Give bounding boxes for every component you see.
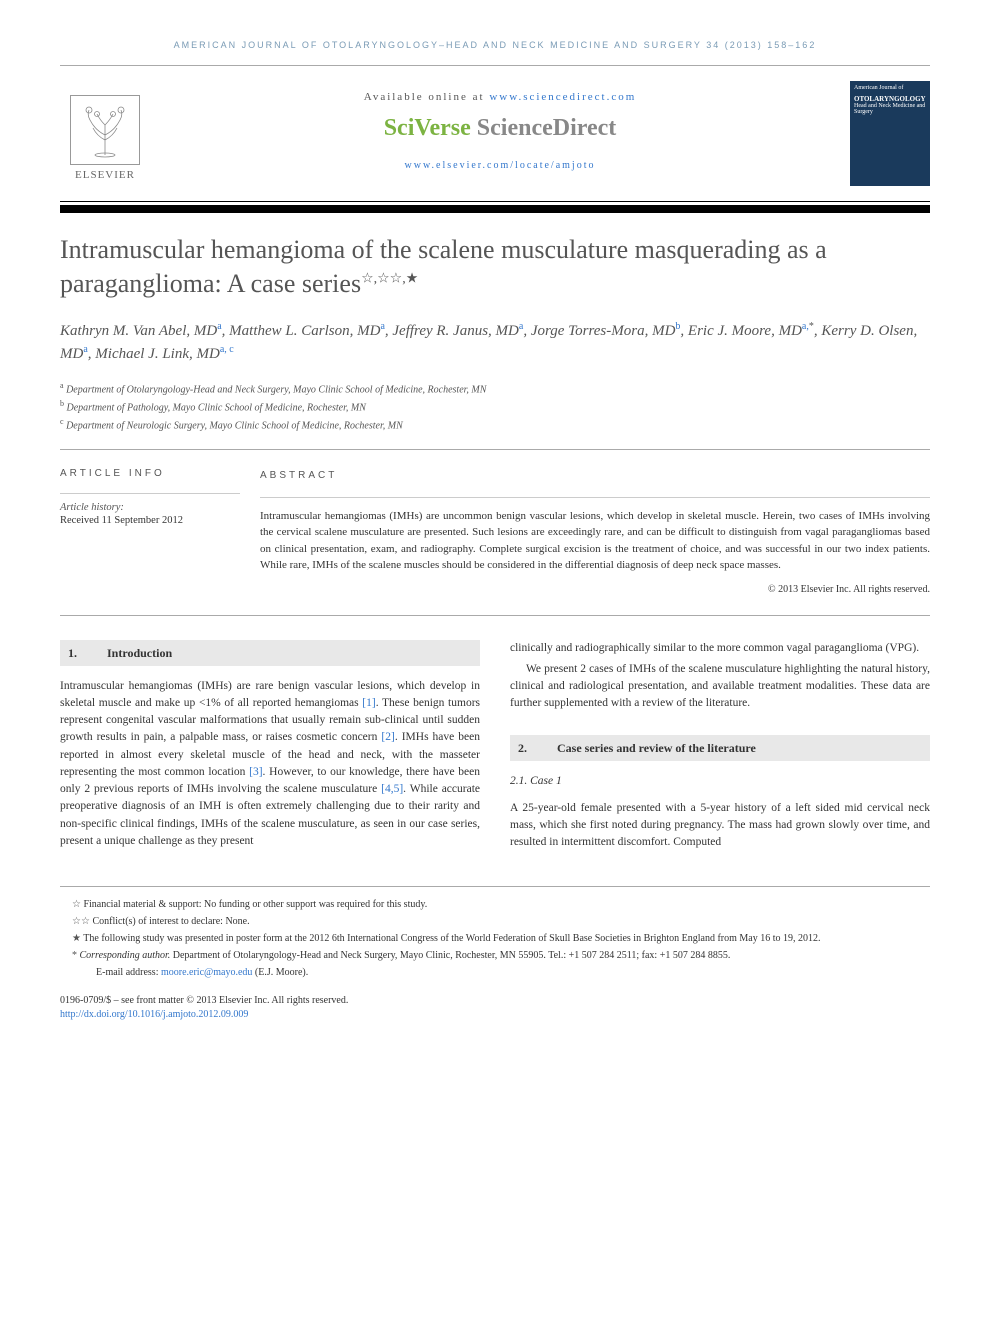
sciverse-gray: ScienceDirect [477, 115, 617, 141]
elsevier-tree-icon [70, 95, 140, 165]
aff-b-sup: b [60, 399, 64, 408]
aff-c-sup: c [60, 417, 64, 426]
abstract-text: Intramuscular hemangiomas (IMHs) are unc… [260, 508, 930, 574]
history-label: Article history: [60, 502, 240, 513]
column-left: 1. Introduction Intramuscular hemangioma… [60, 640, 480, 856]
column-right: clinically and radiographically similar … [510, 640, 930, 856]
abstract-header: ABSTRACT [260, 468, 930, 483]
author-0-aff[interactable]: a [217, 321, 221, 332]
author-1-aff[interactable]: a [380, 321, 384, 332]
section-cases-heading: 2. Case series and review of the literat… [510, 735, 930, 761]
section-cases-num: 2. [518, 739, 527, 757]
footnote-4: * Corresponding author. Department of Ot… [60, 948, 930, 963]
affiliations: a Department of Otolaryngology-Head and … [60, 380, 930, 450]
author-3: Jorge Torres-Mora, MD [531, 323, 676, 339]
author-3-aff[interactable]: b [675, 321, 680, 332]
ref-3[interactable]: [3] [249, 766, 262, 778]
sciverse-brand: SciVerse ScienceDirect [170, 115, 830, 142]
authors: Kathryn M. Van Abel, MD a, Matthew L. Car… [60, 319, 930, 366]
author-4: Eric J. Moore, MD [688, 323, 802, 339]
footnotes: ☆ Financial material & support: No fundi… [60, 886, 930, 980]
body-columns: 1. Introduction Intramuscular hemangioma… [60, 640, 930, 856]
article-info: ARTICLE INFO Article history: Received 1… [60, 468, 260, 597]
article-info-header: ARTICLE INFO [60, 468, 240, 479]
affiliation-c: c Department of Neurologic Surgery, Mayo… [60, 416, 930, 434]
fn2-text: Conflict(s) of interest to declare: None… [92, 916, 249, 927]
sciverse-green: SciVerse [384, 115, 477, 141]
legal-line1: 0196-0709/$ – see front matter © 2013 El… [60, 994, 930, 1008]
section-cases-title: Case series and review of the literature [557, 739, 756, 757]
intro-p2: clinically and radiographically similar … [510, 640, 930, 657]
title-text: Intramuscular hemangioma of the scalene … [60, 235, 827, 298]
intro-p1: Intramuscular hemangiomas (IMHs) are rar… [60, 678, 480, 851]
fn4-sym: * [72, 950, 77, 961]
author-2-aff[interactable]: a [519, 321, 523, 332]
fn4-text: Department of Otolaryngology-Head and Ne… [170, 950, 730, 961]
article-title: Intramuscular hemangioma of the scalene … [60, 233, 930, 301]
email-suffix: (E.J. Moore). [252, 967, 308, 978]
cover-line2: OTOLARYNGOLOGY [854, 95, 926, 103]
available-prefix: Available online at [364, 91, 490, 103]
abstract: ABSTRACT Intramuscular hemangiomas (IMHs… [260, 468, 930, 597]
doi-link[interactable]: http://dx.doi.org/10.1016/j.amjoto.2012.… [60, 1009, 248, 1020]
running-header: AMERICAN JOURNAL OF OTOLARYNGOLOGY–HEAD … [60, 40, 930, 50]
history-received: Received 11 September 2012 [60, 515, 240, 526]
footnote-1: ☆ Financial material & support: No fundi… [60, 897, 930, 912]
ref-2[interactable]: [2] [381, 731, 394, 743]
affiliation-b: b Department of Pathology, Mayo Clinic S… [60, 398, 930, 416]
aff-c-text: Department of Neurologic Surgery, Mayo C… [66, 421, 403, 432]
footnote-email: E-mail address: moore.eric@mayo.edu (E.J… [60, 965, 930, 980]
ref-4-5[interactable]: [4,5] [381, 783, 403, 795]
footnote-2: ☆☆ Conflict(s) of interest to declare: N… [60, 914, 930, 929]
info-abstract-row: ARTICLE INFO Article history: Received 1… [60, 450, 930, 616]
masthead: ELSEVIER Available online at www.science… [60, 65, 930, 202]
journal-cover: American Journal of OTOLARYNGOLOGY Head … [850, 81, 930, 186]
aff-b-text: Department of Pathology, Mayo Clinic Sch… [67, 402, 366, 413]
fn1-sym: ☆ [72, 899, 81, 910]
author-5-aff[interactable]: a [83, 344, 87, 355]
cover-line3: Head and Neck Medicine and Surgery [854, 103, 926, 115]
section-intro-num: 1. [68, 644, 77, 662]
affiliation-a: a Department of Otolaryngology-Head and … [60, 380, 930, 398]
available-online: Available online at www.sciencedirect.co… [170, 91, 830, 103]
abstract-copyright: © 2013 Elsevier Inc. All rights reserved… [260, 582, 930, 597]
info-rule [60, 493, 240, 494]
title-markers: ☆,☆☆,★ [361, 271, 418, 286]
elsevier-name: ELSEVIER [75, 169, 135, 181]
elsevier-logo: ELSEVIER [60, 81, 150, 181]
fn3-sym: ★ [72, 933, 81, 944]
section-intro-title: Introduction [107, 644, 172, 662]
section-intro-heading: 1. Introduction [60, 640, 480, 666]
author-6: Michael J. Link, MD [95, 346, 220, 362]
masthead-center: Available online at www.sciencedirect.co… [150, 81, 850, 171]
subsection-case1: 2.1. Case 1 [510, 773, 930, 790]
cover-line1: American Journal of [854, 85, 926, 91]
fn4-label: Corresponding author. [80, 950, 171, 961]
case1-p1: A 25-year-old female presented with a 5-… [510, 800, 930, 852]
email-label: E-mail address: [96, 967, 161, 978]
fn3-text: The following study was presented in pos… [83, 933, 820, 944]
fn2-sym: ☆☆ [72, 916, 90, 927]
author-4-corr[interactable]: * [809, 321, 814, 332]
sciencedirect-link[interactable]: www.sciencedirect.com [489, 91, 636, 103]
thick-rule [60, 205, 930, 213]
email-link[interactable]: moore.eric@mayo.edu [161, 967, 252, 978]
aff-a-sup: a [60, 381, 64, 390]
journal-url[interactable]: www.elsevier.com/locate/amjoto [170, 160, 830, 171]
author-1: Matthew L. Carlson, MD [229, 323, 380, 339]
fn1-text: Financial material & support: No funding… [83, 899, 427, 910]
ref-1[interactable]: [1] [362, 697, 375, 709]
author-4-aff[interactable]: a, [802, 321, 809, 332]
author-6-aff[interactable]: a, c [220, 344, 234, 355]
abstract-rule [260, 497, 930, 498]
footnote-3: ★ The following study was presented in p… [60, 931, 930, 946]
author-0: Kathryn M. Van Abel, MD [60, 323, 217, 339]
legal: 0196-0709/$ – see front matter © 2013 El… [60, 994, 930, 1022]
author-2: Jeffrey R. Janus, MD [392, 323, 518, 339]
aff-a-text: Department of Otolaryngology-Head and Ne… [66, 384, 486, 395]
intro-p3: We present 2 cases of IMHs of the scalen… [510, 661, 930, 713]
